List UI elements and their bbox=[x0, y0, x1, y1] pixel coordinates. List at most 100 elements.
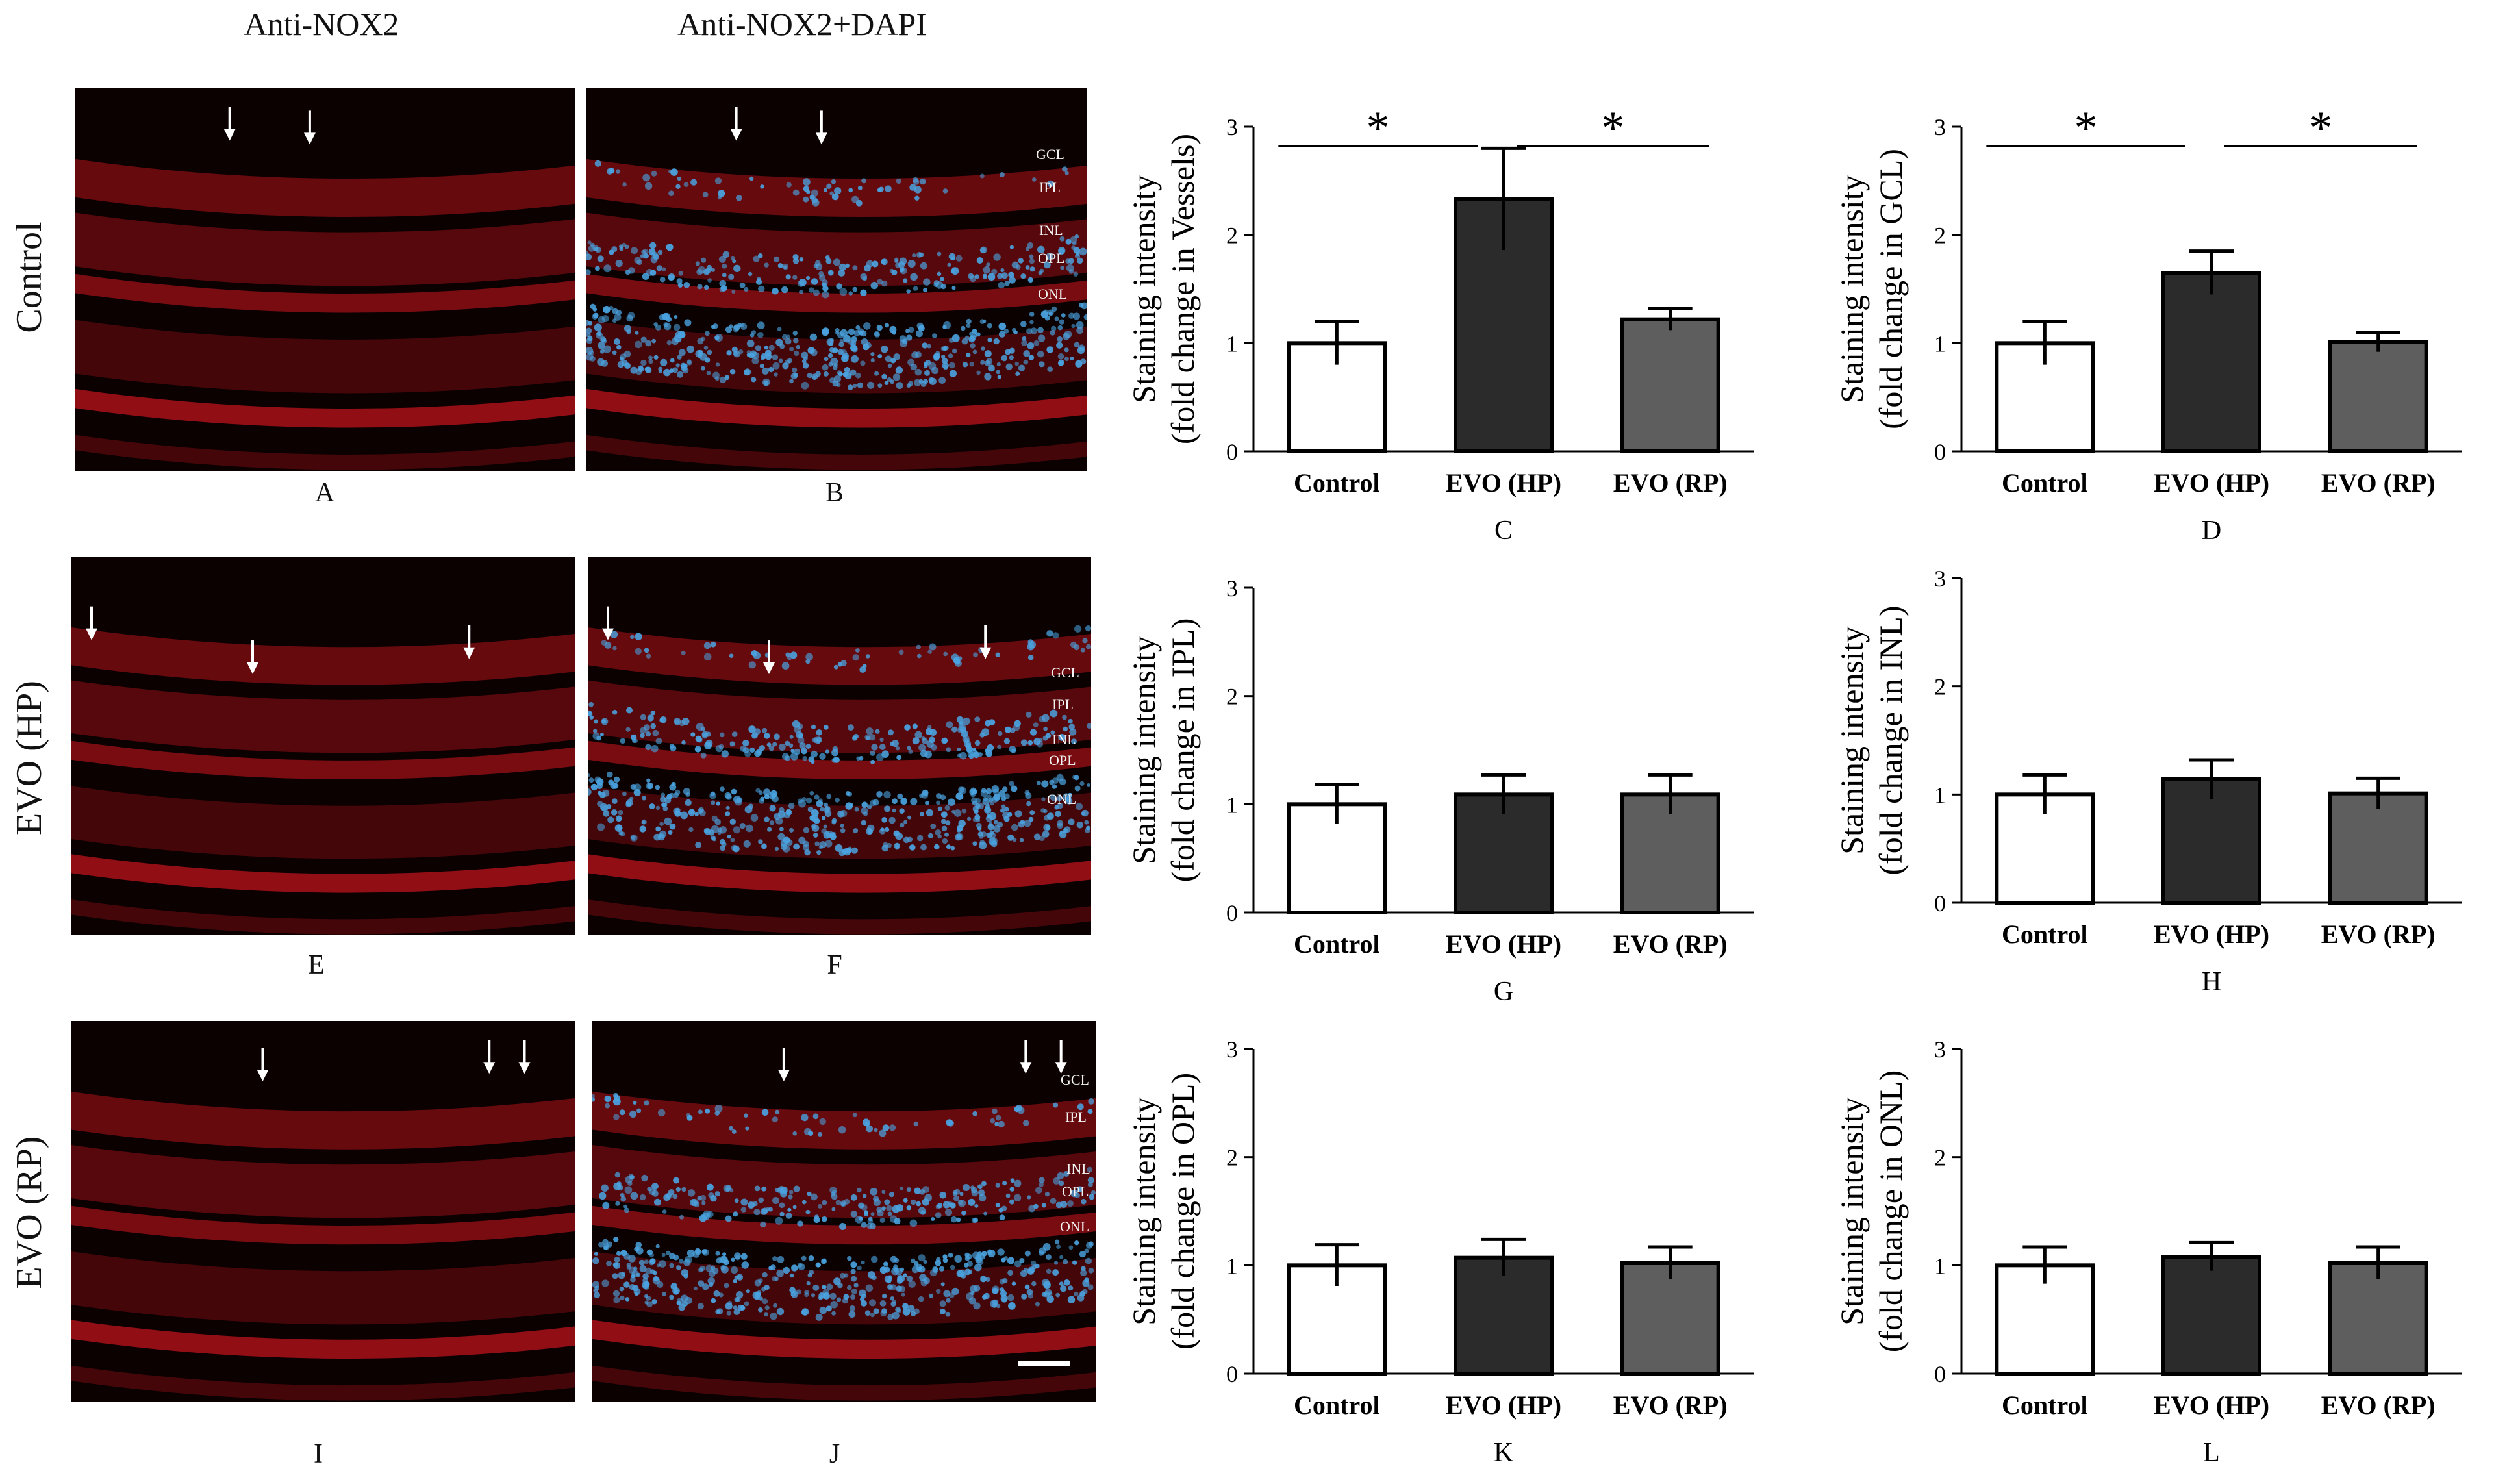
dapi-nucleus bbox=[629, 1284, 636, 1290]
dapi-nucleus bbox=[674, 718, 681, 725]
x-tick-label: EVO (RP) bbox=[1613, 929, 1728, 959]
dapi-nucleus bbox=[778, 358, 783, 364]
dapi-nucleus bbox=[613, 1114, 620, 1120]
dapi-nucleus bbox=[847, 724, 854, 731]
dapi-nucleus bbox=[625, 270, 631, 275]
dapi-nucleus bbox=[675, 184, 681, 189]
dapi-nucleus bbox=[655, 805, 661, 810]
dapi-nucleus bbox=[761, 1287, 766, 1292]
dapi-nucleus bbox=[879, 744, 886, 750]
dapi-nucleus bbox=[1073, 644, 1080, 651]
dapi-nucleus bbox=[942, 346, 948, 351]
dapi-nucleus bbox=[1001, 272, 1008, 279]
y-axis-label-line2: (fold change in OPL) bbox=[1165, 1073, 1201, 1350]
dapi-nucleus bbox=[1063, 1170, 1070, 1177]
dapi-nucleus bbox=[1038, 738, 1043, 743]
dapi-nucleus bbox=[686, 360, 692, 366]
dapi-nucleus bbox=[903, 1273, 907, 1277]
dapi-nucleus bbox=[1047, 309, 1054, 316]
dapi-nucleus bbox=[799, 257, 804, 262]
dapi-nucleus bbox=[822, 279, 828, 286]
x-tick-label: EVO (HP) bbox=[2154, 1390, 2269, 1420]
dapi-nucleus bbox=[685, 799, 692, 807]
dapi-nucleus bbox=[822, 364, 829, 371]
dapi-nucleus bbox=[1086, 644, 1091, 649]
dapi-nucleus bbox=[644, 1259, 649, 1264]
dapi-nucleus bbox=[599, 349, 605, 354]
dapi-nucleus bbox=[788, 1194, 793, 1200]
dapi-nucleus bbox=[707, 1211, 714, 1218]
dapi-nucleus bbox=[629, 1110, 637, 1118]
dapi-nucleus bbox=[1077, 1103, 1084, 1111]
dapi-nucleus bbox=[971, 1189, 979, 1197]
dapi-nucleus bbox=[661, 802, 666, 807]
dapi-nucleus bbox=[753, 1209, 761, 1216]
dapi-nucleus bbox=[593, 247, 598, 252]
dapi-nucleus bbox=[619, 356, 624, 361]
dapi-nucleus bbox=[860, 1300, 867, 1307]
dapi-nucleus bbox=[774, 1276, 779, 1281]
dapi-nucleus bbox=[957, 727, 963, 733]
dapi-nucleus bbox=[669, 823, 676, 830]
dapi-nucleus bbox=[845, 263, 850, 268]
dapi-nucleus bbox=[874, 1127, 878, 1133]
dapi-nucleus bbox=[866, 1125, 873, 1133]
dapi-nucleus bbox=[1068, 269, 1074, 274]
dapi-nucleus bbox=[607, 816, 614, 824]
dapi-nucleus bbox=[952, 1192, 957, 1197]
dapi-nucleus bbox=[972, 329, 977, 334]
dapi-nucleus bbox=[1040, 808, 1046, 813]
dapi-nucleus bbox=[626, 314, 633, 322]
dapi-nucleus bbox=[736, 195, 742, 201]
dapi-nucleus bbox=[847, 1256, 852, 1261]
dapi-nucleus bbox=[833, 362, 838, 368]
micrograph-i bbox=[71, 1021, 575, 1402]
dapi-nucleus bbox=[748, 352, 755, 358]
dapi-nucleus bbox=[721, 1265, 729, 1274]
dapi-nucleus bbox=[733, 1211, 738, 1217]
dapi-nucleus bbox=[948, 353, 953, 358]
dapi-nucleus bbox=[947, 262, 951, 267]
dapi-nucleus bbox=[725, 805, 730, 810]
dapi-nucleus bbox=[842, 371, 848, 377]
dapi-nucleus bbox=[823, 371, 829, 377]
dapi-nucleus bbox=[918, 1207, 926, 1214]
dapi-nucleus bbox=[740, 1207, 747, 1213]
dapi-nucleus bbox=[951, 267, 959, 275]
layer-label-onl: ONL bbox=[1047, 791, 1077, 807]
dapi-nucleus bbox=[920, 381, 927, 387]
chart-c-vessels: Staining intensity (fold change in Vessel… bbox=[1104, 91, 1780, 546]
dapi-nucleus bbox=[914, 195, 920, 201]
dapi-nucleus bbox=[789, 379, 794, 384]
dapi-nucleus bbox=[851, 1289, 857, 1294]
dapi-nucleus bbox=[864, 1211, 868, 1216]
dapi-nucleus bbox=[829, 832, 835, 838]
arrow-marker bbox=[247, 640, 258, 675]
dapi-nucleus bbox=[855, 1216, 863, 1224]
dapi-nucleus bbox=[939, 1308, 946, 1314]
dapi-nucleus bbox=[1007, 1270, 1013, 1276]
dapi-nucleus bbox=[881, 750, 889, 758]
dapi-nucleus bbox=[735, 1291, 744, 1299]
dapi-nucleus bbox=[887, 1211, 892, 1216]
dapi-nucleus bbox=[592, 732, 600, 740]
layer-label-ipl: IPL bbox=[1065, 1109, 1087, 1125]
dapi-nucleus bbox=[891, 270, 898, 275]
dapi-nucleus bbox=[1059, 830, 1064, 835]
dapi-nucleus bbox=[612, 709, 618, 715]
dapi-nucleus bbox=[673, 1177, 680, 1184]
dapi-nucleus bbox=[824, 357, 829, 362]
layer-label-inl: INL bbox=[1039, 222, 1063, 238]
dapi-nucleus bbox=[659, 822, 664, 826]
dapi-nucleus bbox=[704, 742, 712, 749]
dapi-nucleus bbox=[884, 381, 889, 385]
dapi-nucleus bbox=[969, 331, 974, 336]
dapi-nucleus bbox=[793, 338, 799, 344]
dapi-nucleus bbox=[913, 1308, 920, 1314]
dapi-nucleus bbox=[725, 794, 732, 800]
dapi-nucleus bbox=[850, 1211, 858, 1218]
dapi-nucleus bbox=[792, 189, 800, 196]
x-tick-label: EVO (RP) bbox=[2321, 1390, 2436, 1420]
dapi-nucleus bbox=[823, 831, 831, 839]
dapi-nucleus bbox=[1035, 1302, 1040, 1307]
